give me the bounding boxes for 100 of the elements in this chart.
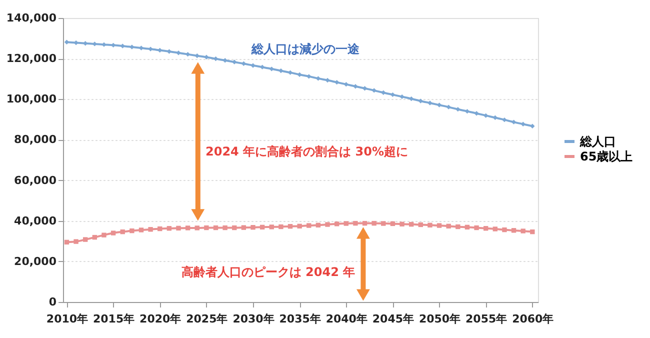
point <box>278 68 284 74</box>
point <box>530 124 535 128</box>
point <box>306 223 312 228</box>
point <box>204 225 209 230</box>
point <box>176 50 181 56</box>
point <box>390 92 396 98</box>
point <box>148 227 153 232</box>
point <box>400 222 404 226</box>
point <box>362 220 368 226</box>
y-tick-label: 120,000 <box>6 52 57 66</box>
point <box>241 225 246 230</box>
point <box>185 226 190 230</box>
x-tick-label: 2030年 <box>232 312 274 326</box>
point <box>372 88 376 93</box>
point <box>250 225 256 230</box>
x-tick-label: 2060年 <box>512 312 554 326</box>
point <box>436 223 442 228</box>
x-tick-label: 2020年 <box>140 312 182 326</box>
x-tick-label: 2055年 <box>466 312 508 326</box>
point <box>288 224 293 229</box>
y-tick-label: 60,000 <box>14 174 57 187</box>
point <box>297 224 302 228</box>
point <box>418 222 423 228</box>
legend-label: 65歳以上 <box>580 150 633 164</box>
point <box>390 221 396 226</box>
point <box>158 226 162 232</box>
point <box>325 78 330 83</box>
point <box>213 225 218 230</box>
point <box>110 230 116 236</box>
point <box>474 111 479 116</box>
point <box>344 82 348 87</box>
point <box>232 60 237 64</box>
point <box>446 104 451 110</box>
point <box>120 229 125 234</box>
point <box>74 239 78 244</box>
point <box>456 106 460 112</box>
point <box>446 224 451 228</box>
x-tick-label: 2040年 <box>326 312 368 326</box>
x-tick-label: 2045年 <box>372 312 414 326</box>
point <box>381 221 386 226</box>
point <box>530 229 535 234</box>
point <box>204 54 209 60</box>
y-tick-label: 100,000 <box>6 92 57 106</box>
point <box>269 224 274 230</box>
y-tick-label: 80,000 <box>14 133 57 146</box>
annotation: 総人口は減少の一途 <box>250 42 360 56</box>
annotation: 2024 年に高齢者の割合は 30%超に <box>206 144 408 158</box>
y-tick-label: 40,000 <box>14 214 57 228</box>
point <box>400 94 404 100</box>
point <box>474 225 479 230</box>
point <box>166 226 172 231</box>
point <box>502 117 507 122</box>
point <box>511 228 516 233</box>
point <box>408 222 414 227</box>
point <box>194 226 200 230</box>
legend-label: 総人口 <box>579 134 616 148</box>
point <box>83 237 88 242</box>
point <box>353 84 358 89</box>
point <box>484 226 488 231</box>
point <box>176 226 181 231</box>
point <box>306 74 312 79</box>
point <box>138 228 144 232</box>
y-tick-label: 0 <box>48 296 57 308</box>
point <box>372 220 376 226</box>
point <box>344 221 348 226</box>
y-tick-label: 20,000 <box>14 254 57 268</box>
point <box>120 44 125 48</box>
point <box>492 226 498 232</box>
point <box>278 224 284 230</box>
point <box>148 46 153 52</box>
point <box>353 220 358 226</box>
point <box>92 234 98 240</box>
x-tick-label: 2015年 <box>92 312 135 326</box>
point <box>222 225 228 230</box>
x-tick-label: 2050年 <box>418 312 461 326</box>
y-tick-label: 140,000 <box>6 12 57 24</box>
point <box>102 232 106 238</box>
point <box>316 222 321 228</box>
point <box>232 225 237 230</box>
point <box>250 63 256 68</box>
point <box>502 227 507 232</box>
point <box>418 98 423 104</box>
annotation: 高齢者人口のピークは 2042 年 <box>181 264 356 279</box>
point <box>130 228 134 234</box>
point <box>520 228 526 234</box>
x-tick-label: 2010年 <box>46 312 88 326</box>
point <box>260 224 265 230</box>
point <box>325 222 330 227</box>
point <box>428 222 432 228</box>
point <box>492 115 498 120</box>
point <box>464 224 470 230</box>
point <box>456 224 460 230</box>
point <box>130 44 134 50</box>
point <box>297 72 302 77</box>
x-tick-label: 2025年 <box>186 312 228 326</box>
point <box>334 222 340 226</box>
point <box>64 240 70 244</box>
point <box>428 100 432 106</box>
x-tick-label: 2035年 <box>279 312 321 326</box>
point <box>520 122 526 126</box>
